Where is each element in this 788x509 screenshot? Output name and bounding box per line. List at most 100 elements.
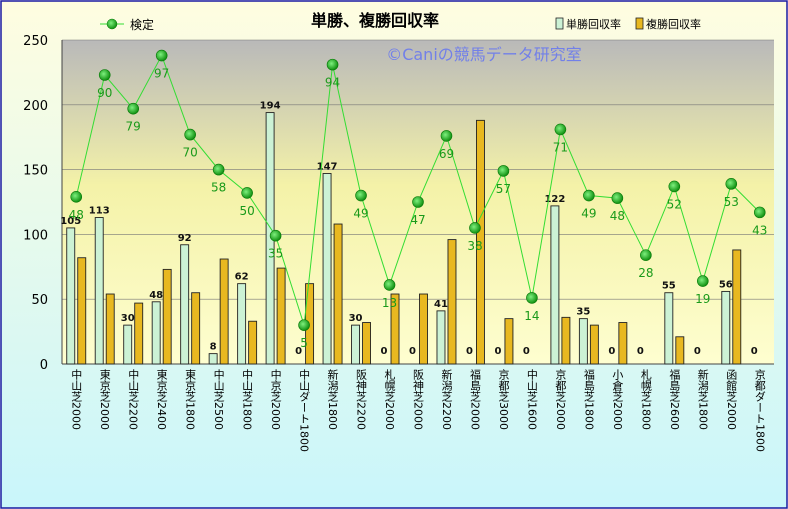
bar-fukusho [419, 293, 428, 365]
bar-data-label: 8 [210, 342, 217, 353]
y-tick-label: 0 [40, 358, 48, 373]
bar-tansho [721, 290, 731, 365]
line-data-label: 70 [183, 146, 198, 160]
line-point [298, 319, 310, 331]
legend-label: 複勝回収率 [646, 17, 701, 31]
y-tick-label: 250 [23, 34, 48, 49]
y-tick-label: 150 [23, 164, 48, 179]
x-tick-label: 中山芝2500 [212, 369, 225, 430]
line-data-label: 13 [382, 296, 397, 310]
bar-tansho [351, 324, 360, 365]
bar-tansho [436, 310, 446, 365]
bar-fukusho [77, 257, 87, 365]
bar-fukusho [447, 239, 457, 365]
bar-data-label: 0 [295, 346, 302, 357]
x-tick-label: 新潟芝2200 [440, 368, 453, 430]
bar-data-label: 92 [178, 233, 192, 244]
bar-tansho [664, 292, 674, 365]
x-tick-label: 阪神芝2000 [412, 368, 425, 430]
x-tick-label: 京都芝3000 [497, 368, 510, 430]
bar-tansho [180, 244, 190, 365]
x-tick-label: 中京芝2000 [269, 369, 282, 430]
line-data-label: 47 [410, 213, 425, 227]
bar-data-label: 56 [719, 279, 733, 290]
x-tick-label: 中山芝1800 [241, 369, 254, 430]
line-point [98, 69, 111, 81]
line-data-label: 57 [496, 182, 511, 196]
line-data-label: 49 [581, 207, 596, 221]
line-data-label: 19 [695, 292, 710, 306]
x-tick-label: 京都ダート1800 [753, 368, 766, 452]
line-point [70, 191, 83, 203]
line-point [440, 130, 453, 142]
line-data-label: 71 [553, 140, 568, 154]
bar-data-label: 0 [466, 346, 473, 357]
bar-data-label: 0 [381, 346, 388, 357]
bar-data-label: 48 [149, 290, 163, 301]
x-tick-label: 福島芝1800 [582, 368, 595, 430]
watermark: ©Caniの競馬データ研究室 [386, 45, 582, 64]
line-data-label: 90 [97, 86, 112, 100]
line-point [583, 189, 595, 202]
bar-data-label: 0 [637, 346, 644, 357]
bar-data-label: 0 [409, 346, 416, 357]
bar-tansho [94, 217, 104, 365]
bar-data-label: 0 [523, 346, 530, 357]
line-data-label: 14 [524, 309, 539, 323]
bar-data-label: 113 [89, 206, 110, 217]
line-series: 48 90 79 97 70 58 50 35 5 94 49 13 47 69 38 57 14 71 49 48 2… [69, 49, 767, 350]
x-tick-label: 阪神芝2200 [355, 368, 368, 430]
line-point [526, 292, 538, 304]
legend: 検定 単勝回収率 複勝回収率 [100, 17, 701, 32]
bar-fukusho [134, 302, 144, 365]
bar-tansho [322, 173, 332, 365]
line-point [668, 180, 681, 193]
line-data-label: 48 [610, 209, 625, 223]
bar-tansho [237, 283, 247, 365]
bar-fukusho [162, 268, 172, 365]
bar-tansho [123, 324, 133, 365]
bar-fukusho [732, 249, 742, 365]
bar-tansho [578, 318, 588, 365]
line-data-label: 58 [211, 181, 226, 195]
legend-bar-swatch [635, 17, 644, 30]
grid-lines [62, 39, 774, 300]
bar-tansho [66, 227, 76, 365]
bar-fukusho [476, 119, 485, 365]
bar-fukusho [390, 293, 400, 365]
x-tick-label: 小倉芝2000 [611, 369, 624, 430]
bar-data-label: 62 [235, 272, 249, 283]
line-point [269, 229, 282, 242]
line-point [412, 196, 424, 208]
bar-fukusho [191, 292, 201, 365]
line-data-label: 52 [667, 197, 682, 211]
x-tick-label: 東京芝2000 [98, 369, 111, 430]
x-tick-label: 福島芝2600 [668, 368, 681, 430]
bar-data-label: 30 [349, 313, 363, 324]
line-point [212, 163, 225, 176]
x-tick-label: 福島芝2000 [468, 368, 481, 430]
line-point [469, 222, 481, 234]
x-tick-label: 札幌芝1800 [639, 369, 652, 430]
line-data-label: 35 [268, 247, 283, 261]
bar-tansho [208, 353, 218, 365]
line-data-label: 50 [239, 204, 254, 218]
legend-bar-swatch [555, 17, 564, 30]
bar-fukusho [333, 223, 343, 365]
bar-fukusho [504, 318, 514, 365]
line-point [127, 102, 139, 115]
bar-fukusho [675, 336, 685, 365]
bar-data-label: 122 [544, 194, 565, 205]
x-tick-label: 京都芝2000 [554, 368, 567, 430]
line-point [753, 206, 766, 219]
line-point [383, 279, 396, 291]
bar-data-label: 0 [751, 346, 758, 357]
line-point [355, 189, 367, 202]
line-point [554, 123, 567, 136]
line-point [640, 249, 652, 261]
line-point [497, 165, 510, 177]
line-data-label: 69 [439, 147, 454, 161]
bar-data-label: 35 [576, 307, 590, 318]
bar-fukusho [219, 258, 229, 365]
